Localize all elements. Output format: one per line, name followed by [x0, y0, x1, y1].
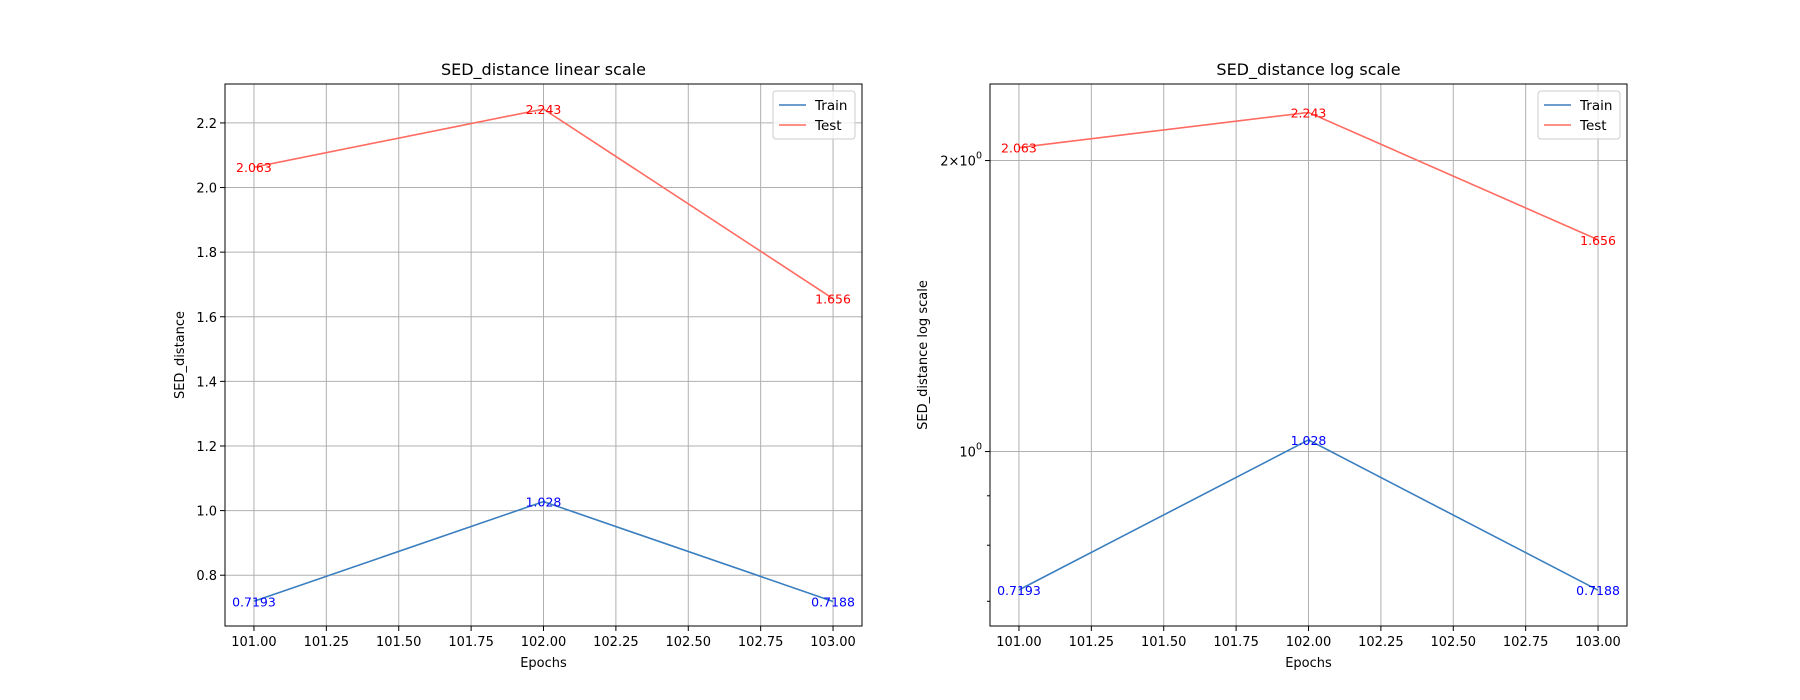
x-tick-label: 102.25: [1358, 635, 1404, 650]
legend-label-train: Train: [1579, 98, 1612, 114]
data-label: 1.028: [526, 495, 562, 510]
y-tick-label: 1.8: [196, 246, 217, 261]
x-tick-label: 102.25: [593, 635, 639, 650]
x-tick-label: 101.75: [1213, 635, 1259, 650]
x-tick-label: 101.25: [304, 635, 350, 650]
data-label: 1.028: [1291, 433, 1327, 448]
series-line-test: [253, 108, 834, 300]
data-label: 1.656: [1580, 233, 1616, 248]
x-tick-label: 101.50: [376, 635, 422, 650]
y-tick-label: 1.0: [196, 505, 217, 520]
data-label: 2.063: [236, 160, 272, 175]
y-tick-label: 2.0: [196, 182, 217, 197]
y-tick-label: 100: [959, 442, 982, 461]
series-line-train: [1018, 439, 1599, 591]
chart-title: SED_distance log scale: [1216, 60, 1400, 80]
series-line-train: [253, 500, 834, 603]
data-label: 2.243: [526, 102, 562, 117]
y-axis-label: SED_distance log scale: [916, 280, 931, 430]
legend-label-test: Test: [814, 118, 842, 134]
x-tick-label: 101.25: [1069, 635, 1115, 650]
data-label: 2.243: [1291, 105, 1327, 120]
series-line-test: [1018, 111, 1599, 241]
chart-2: 0.7193 1.028 0.7188 2.063 2.243 1.656 101.00 10…: [916, 60, 1628, 671]
x-tick-label: 101.75: [448, 635, 494, 650]
chart-title: SED_distance linear scale: [441, 60, 646, 80]
x-tick-label: 101.50: [1141, 635, 1187, 650]
x-tick-label: 103.00: [1575, 635, 1621, 650]
x-axis-label: Epochs: [1285, 656, 1332, 671]
y-tick-label: 1.6: [196, 311, 217, 326]
data-label: 2.063: [1001, 141, 1037, 156]
y-tick-label: 2×100: [940, 151, 982, 170]
y-axis-label: SED_distance: [173, 311, 188, 399]
legend-label-train: Train: [814, 98, 847, 114]
x-axis-label: Epochs: [520, 656, 567, 671]
data-label: 0.7193: [997, 583, 1041, 598]
x-tick-label: 102.50: [666, 635, 712, 650]
x-tick-label: 102.00: [1286, 635, 1332, 650]
x-tick-label: 102.00: [521, 635, 567, 650]
y-tick-label: 1.4: [196, 375, 217, 390]
legend: Train Test: [1537, 90, 1621, 140]
y-tick-label: 0.8: [196, 569, 217, 584]
chart-1: 0.7193 1.028 0.7188 2.063 2.243 1.656 101.00 10…: [173, 60, 863, 671]
legend-box: [1537, 90, 1621, 140]
x-tick-label: 103.00: [810, 635, 856, 650]
x-tick-label: 101.00: [231, 635, 277, 650]
x-tick-label: 102.50: [1431, 635, 1477, 650]
x-tick-label: 102.75: [738, 635, 784, 650]
legend-box: [772, 90, 856, 140]
legend-label-test: Test: [1579, 118, 1607, 134]
data-label: 0.7188: [811, 594, 855, 609]
data-label: 0.7188: [1576, 583, 1620, 598]
x-tick-label: 102.75: [1503, 635, 1549, 650]
data-label: 1.656: [815, 292, 851, 307]
legend: Train Test: [772, 90, 856, 140]
x-tick-label: 101.00: [996, 635, 1042, 650]
y-tick-label: 2.2: [196, 117, 217, 132]
data-label: 0.7193: [232, 594, 276, 609]
y-tick-label: 1.2: [196, 440, 217, 455]
